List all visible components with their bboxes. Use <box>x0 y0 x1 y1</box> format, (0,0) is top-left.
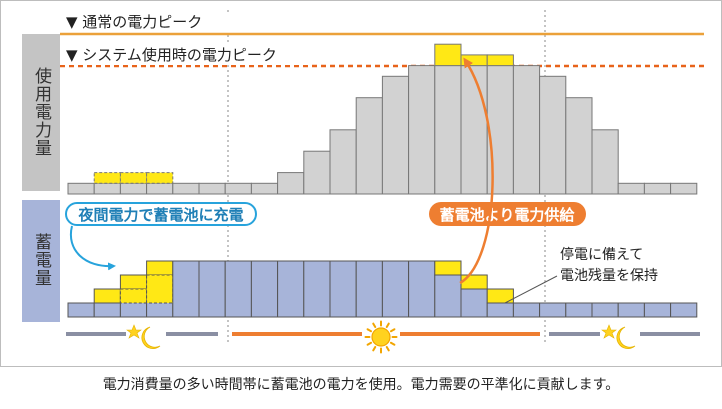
storage-bar <box>643 302 672 318</box>
usage-bar <box>119 182 148 195</box>
battery-supply-arrow <box>459 57 494 285</box>
usage-bars <box>67 43 698 195</box>
usage-shaved-segment <box>486 54 514 67</box>
storage-bar <box>67 302 95 318</box>
usage-bar <box>617 182 645 195</box>
normal-peak-label: ▼ 通常の電力ピーク <box>66 13 202 31</box>
usage-charge-segment <box>146 172 174 184</box>
storage-bar <box>93 302 121 318</box>
storage-bar <box>303 260 331 318</box>
sun-ray <box>372 322 377 329</box>
usage-bar <box>408 65 436 195</box>
usage-bar <box>93 182 121 195</box>
storage-bar <box>408 260 436 318</box>
storage-discharge-segment <box>460 274 488 290</box>
storage-charge-segment <box>119 274 148 290</box>
storage-bar <box>381 260 410 318</box>
sun-ray <box>389 328 396 333</box>
sun-ray <box>385 322 390 329</box>
usage-bar <box>460 65 488 195</box>
usage-bar <box>355 97 383 195</box>
storage-bar <box>355 260 383 318</box>
usage-charge-segment <box>93 172 121 184</box>
storage-bar <box>329 260 357 318</box>
usage-axis-panel <box>22 34 60 191</box>
usage-bar <box>146 182 174 195</box>
sun-ray <box>366 341 373 346</box>
storage-bar <box>172 260 200 318</box>
usage-bar <box>565 97 593 195</box>
storage-bar <box>565 302 593 318</box>
sun-icon <box>362 320 400 354</box>
storage-bar <box>250 260 279 318</box>
night-charge-callout <box>65 202 257 226</box>
usage-charge-segment <box>119 172 148 184</box>
usage-bar <box>434 65 462 195</box>
outage-note-line2: 電池残量を保持 <box>560 268 658 284</box>
moon-star-icon <box>126 324 166 354</box>
storage-discharge-segment <box>434 260 462 276</box>
storage-charged-outline <box>119 288 148 304</box>
storage-charge-segment <box>146 260 174 276</box>
night-charge-arrow <box>69 225 116 271</box>
storage-bar <box>539 302 567 318</box>
storage-bar <box>277 260 305 318</box>
usage-bar <box>643 182 672 195</box>
usage-axis-label: 使用電力量 <box>31 66 52 157</box>
storage-bar <box>670 302 698 318</box>
sun-ray <box>366 328 373 333</box>
outage-note-pointer <box>504 275 558 304</box>
usage-bar <box>486 65 514 195</box>
storage-bar <box>591 302 619 318</box>
usage-bar <box>591 129 619 195</box>
sun-ray <box>372 345 377 352</box>
moon-star-icon <box>600 324 640 354</box>
storage-bar <box>617 302 645 318</box>
usage-bar <box>512 65 541 195</box>
battery-supply-label: 蓄電池より電力供給 <box>440 206 576 224</box>
system-peak-label: ▼ システム使用時の電力ピーク <box>66 46 277 64</box>
usage-bar <box>539 75 567 195</box>
battery-supply-callout <box>429 202 586 226</box>
storage-axis-label: 蓄電量 <box>31 233 52 287</box>
usage-bar <box>198 182 226 195</box>
storage-bar <box>486 302 514 318</box>
storage-bar <box>198 260 226 318</box>
system-peak-label-bg <box>60 45 310 65</box>
usage-bar <box>277 172 305 195</box>
usage-bar <box>67 182 95 195</box>
storage-axis-panel <box>22 200 60 322</box>
storage-bar <box>460 288 488 318</box>
usage-bar <box>303 150 331 195</box>
usage-bar <box>250 182 279 195</box>
storage-charge-segment <box>93 288 121 304</box>
storage-bar <box>512 302 541 318</box>
sun-ray <box>389 341 396 346</box>
usage-bar <box>224 182 252 195</box>
outage-note-line1: 停電に備えて <box>560 246 643 263</box>
usage-bar <box>172 182 200 195</box>
night-charge-label: 夜間電力で蓄電池に充電 <box>77 206 243 224</box>
storage-charged-outline <box>146 274 174 304</box>
usage-bar <box>381 75 410 195</box>
sun-ray <box>385 345 390 352</box>
storage-bar <box>224 260 252 318</box>
storage-bars <box>67 260 698 318</box>
normal-peak-label-bg <box>60 12 250 32</box>
caption: 電力消費量の多い時間帯に蓄電池の電力を使用。電力需要の平準化に貢献します。 <box>103 376 620 393</box>
storage-discharge-segment <box>486 288 514 304</box>
storage-bar <box>434 274 462 318</box>
usage-bar <box>670 182 698 195</box>
usage-shaved-segment <box>434 43 462 67</box>
usage-bar <box>329 129 357 195</box>
